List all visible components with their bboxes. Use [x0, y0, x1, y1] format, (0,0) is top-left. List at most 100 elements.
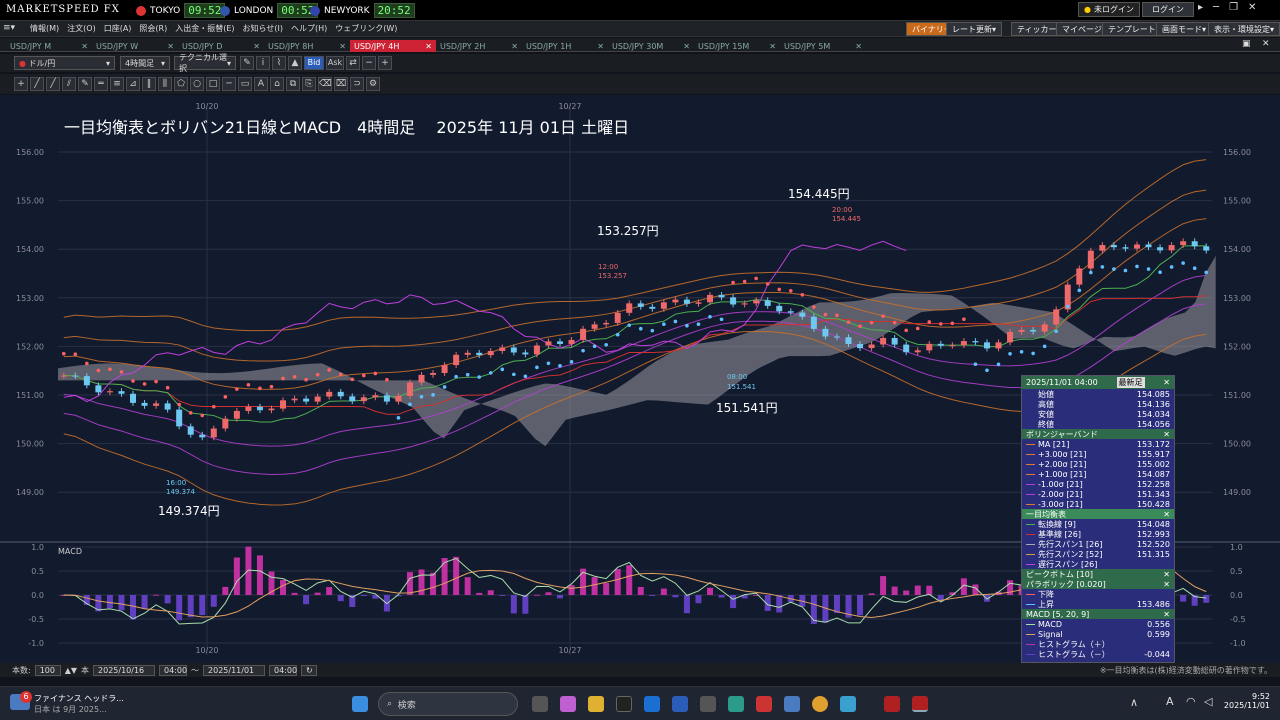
close-icon[interactable]: ✕	[339, 41, 346, 51]
tab-usdjpy-30m[interactable]: USD/JPY 30M ✕	[612, 41, 690, 51]
menu-account[interactable]: 口座(A)	[103, 24, 132, 33]
menu-info[interactable]: 情報(M)	[30, 24, 60, 33]
app-icon[interactable]	[616, 696, 632, 712]
chevron-up-icon[interactable]: ∧	[1130, 696, 1139, 709]
zoom-in-icon[interactable]: +	[378, 56, 392, 70]
windows-start-icon[interactable]	[352, 696, 368, 712]
close-icon[interactable]: ✕	[425, 41, 432, 51]
scroll-right-icon[interactable]: ▸	[1198, 2, 1204, 13]
text-icon[interactable]: A	[254, 77, 268, 91]
from-time-input[interactable]: 04:00	[159, 665, 187, 676]
hline-icon[interactable]: ═	[94, 77, 108, 91]
zoom-out-icon[interactable]: −	[362, 56, 376, 70]
close-icon[interactable]: ✕	[1163, 378, 1170, 387]
close-icon[interactable]: ✕	[167, 41, 174, 51]
ask-button[interactable]: Ask	[326, 56, 344, 70]
vlines-icon[interactable]: ‖	[142, 77, 156, 91]
compare-icon[interactable]: ⇄	[346, 56, 360, 70]
magnet-icon[interactable]: ⊃	[350, 77, 364, 91]
bar-count-input[interactable]: 100	[34, 665, 61, 676]
close-icon[interactable]: ✕	[1163, 509, 1170, 519]
menu-help[interactable]: ヘルプ(H)	[290, 24, 328, 33]
login-button[interactable]: ログイン	[1142, 2, 1194, 17]
line-chart-icon[interactable]: ⌇	[272, 56, 286, 70]
outlook-icon[interactable]	[644, 696, 660, 712]
tab-usdjpy-5m[interactable]: USD/JPY 5M ✕	[784, 41, 862, 51]
taskbar-search[interactable]: ⌕ 検索	[378, 692, 518, 716]
calculator-icon[interactable]	[700, 696, 716, 712]
menu-order[interactable]: 注文(O)	[67, 24, 96, 33]
info-icon[interactable]: i	[256, 56, 270, 70]
pencil-icon[interactable]: ✎	[240, 56, 254, 70]
paste-icon[interactable]: ⎘	[302, 77, 316, 91]
minus-icon[interactable]: ─	[222, 77, 236, 91]
from-date-input[interactable]: 2025/10/16	[93, 665, 156, 676]
crosshair-icon[interactable]: +	[14, 77, 28, 91]
fan-icon[interactable]: ⊿	[126, 77, 140, 91]
ime-indicator[interactable]: A	[1166, 695, 1174, 708]
tab-usdjpy-d[interactable]: USD/JPY D ✕	[182, 41, 260, 51]
photos-icon[interactable]	[840, 696, 856, 712]
tab-usdjpy-4h[interactable]: USD/JPY 4H ✕	[350, 40, 436, 52]
bid-button[interactable]: Bid	[304, 56, 324, 70]
tab-usdjpy-1h[interactable]: USD/JPY 1H ✕	[526, 41, 604, 51]
close-icon[interactable]: ✕	[511, 41, 518, 51]
menu-inquiry[interactable]: 照会(R)	[139, 24, 168, 33]
tab-usdjpy-8h[interactable]: USD/JPY 8H ✕	[268, 41, 346, 51]
close-icon[interactable]: ✕	[769, 41, 776, 51]
settings-icon[interactable]: ⚙	[366, 77, 380, 91]
copy-icon[interactable]: ⧉	[286, 77, 300, 91]
settings-button[interactable]: 表示・環境設定 ▾	[1208, 22, 1280, 36]
template-button[interactable]: テンプレート▾	[1102, 22, 1166, 36]
to-time-input[interactable]: 04:00	[269, 665, 297, 676]
chrome-icon[interactable]	[812, 696, 828, 712]
close-icon[interactable]: ✕	[1163, 579, 1170, 589]
to-date-input[interactable]: 2025/11/01	[203, 665, 266, 676]
restore-icon[interactable]: ❐	[1229, 2, 1239, 13]
fib-icon[interactable]: ⫼	[158, 77, 172, 91]
currency-pair-select[interactable]: ● ドル/円 ▾	[14, 56, 115, 70]
close-window-icon[interactable]: ✕	[1262, 39, 1270, 49]
news-widget[interactable]: 6 ファイナンス ヘッドラ... 日本 は 9月 2025...	[10, 690, 124, 718]
rate-update-button[interactable]: レート更新 ▾	[946, 22, 1003, 36]
taskbar-clock[interactable]: 9:52 2025/11/01	[1223, 692, 1270, 710]
screen-mode-button[interactable]: 画面モード ▾	[1156, 22, 1213, 36]
maximize-icon[interactable]: ▣	[1242, 39, 1251, 49]
settings-app-icon[interactable]	[784, 696, 800, 712]
eraser-icon[interactable]: ⌧	[334, 77, 348, 91]
area-chart-icon[interactable]: ▲	[288, 56, 302, 70]
lock-icon[interactable]: ⌂	[270, 77, 284, 91]
ray-icon[interactable]: ╱	[46, 77, 60, 91]
wifi-icon[interactable]: ◠	[1186, 695, 1196, 708]
technical-select[interactable]: テクニカル選択 ▾	[174, 53, 236, 73]
hamburger-icon[interactable]: ≡▾	[3, 23, 16, 33]
edge-icon[interactable]	[728, 696, 744, 712]
tab-usdjpy-m[interactable]: USD/JPY M ✕	[10, 41, 88, 51]
close-icon[interactable]: ✕	[597, 41, 604, 51]
pentagon-icon[interactable]: ⬠	[174, 77, 188, 91]
rect-icon[interactable]: □	[206, 77, 220, 91]
tab-usdjpy-15m[interactable]: USD/JPY 15M ✕	[698, 41, 776, 51]
explorer-icon[interactable]	[588, 696, 604, 712]
delete-icon[interactable]: ⌫	[318, 77, 332, 91]
volume-icon[interactable]: ◁	[1204, 695, 1213, 708]
minimize-icon[interactable]: ─	[1213, 2, 1220, 13]
marketspeed-icon[interactable]	[884, 696, 900, 712]
menu-weblink[interactable]: ウェブリンク(W)	[335, 24, 398, 33]
taskview-icon[interactable]	[532, 696, 548, 712]
marketspeed-fx-icon[interactable]	[912, 696, 928, 712]
trendline-icon[interactable]: ╱	[30, 77, 44, 91]
pen-icon[interactable]: ✎	[78, 77, 92, 91]
hlines-icon[interactable]: ≡	[110, 77, 124, 91]
channel-icon[interactable]: ⫽	[62, 77, 76, 91]
timeframe-select[interactable]: 4時間足 ▾	[120, 56, 170, 70]
dell-icon[interactable]	[672, 696, 688, 712]
tab-usdjpy-2h[interactable]: USD/JPY 2H ✕	[440, 41, 518, 51]
circle-icon[interactable]: ○	[190, 77, 204, 91]
close-icon[interactable]: ✕	[1163, 609, 1170, 619]
copilot-icon[interactable]	[560, 696, 576, 712]
close-icon[interactable]: ✕	[81, 41, 88, 51]
close-icon[interactable]: ✕	[1163, 429, 1170, 439]
close-icon[interactable]: ✕	[1163, 569, 1170, 579]
mcafee-icon[interactable]	[756, 696, 772, 712]
